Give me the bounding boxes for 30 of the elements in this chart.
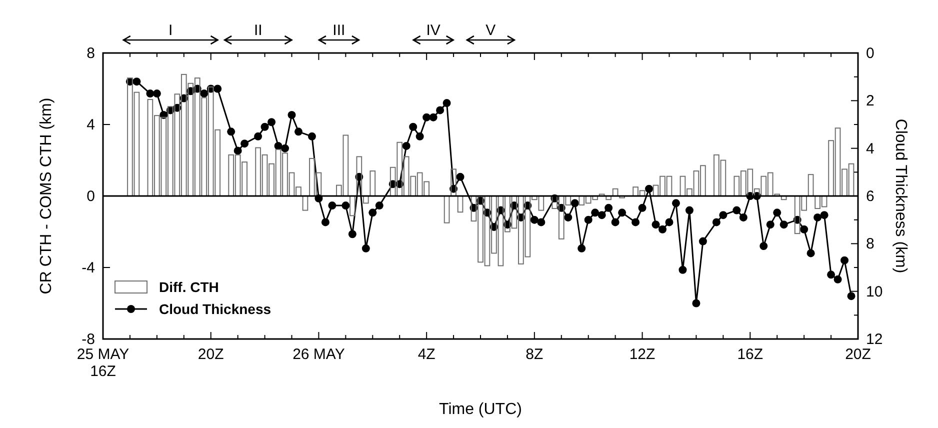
y2-tick-label: 2 <box>866 92 874 110</box>
legend-label: Cloud Thickness <box>159 301 272 317</box>
x-tick-label: 16Z <box>737 346 764 363</box>
y-tick-label: 4 <box>86 116 95 134</box>
y-tick-label: -4 <box>82 260 95 276</box>
y-tick-label: 0 <box>86 188 95 205</box>
y2-tick-label: 12 <box>866 331 883 348</box>
legend-label: Diff. CTH <box>159 279 219 295</box>
x-tick-label: 20Z <box>845 346 871 363</box>
x-tick-label: 8Z <box>526 346 544 363</box>
y2-tick-label: 0 <box>866 45 874 62</box>
text: V <box>486 22 496 39</box>
x-tick-label: 20Z <box>198 346 224 363</box>
x-tick-label: 26 MAY <box>292 346 345 363</box>
y2-tick-label: 8 <box>866 236 874 253</box>
y2-tick-label: 6 <box>866 188 874 205</box>
y2-axis-title: Cloud Thickness (km) <box>892 118 909 274</box>
y-tick-label: 8 <box>86 45 95 62</box>
x-axis-title: Time (UTC) <box>439 401 522 418</box>
text: II <box>254 22 262 39</box>
x-tick-label: 25 MAY 16Z <box>76 346 130 380</box>
x-tick-label: 12Z <box>629 346 656 363</box>
text: III <box>332 22 346 39</box>
y-axis-title: CR CTH - COMS CTH (km) <box>38 98 55 294</box>
y2-tick-label: 10 <box>866 283 883 300</box>
y2-tick-label: 4 <box>866 140 874 158</box>
y-tick-label: -8 <box>82 331 95 348</box>
text: IV <box>426 22 440 39</box>
text: I <box>168 22 173 39</box>
x-tick-label: 4Z <box>418 346 436 363</box>
